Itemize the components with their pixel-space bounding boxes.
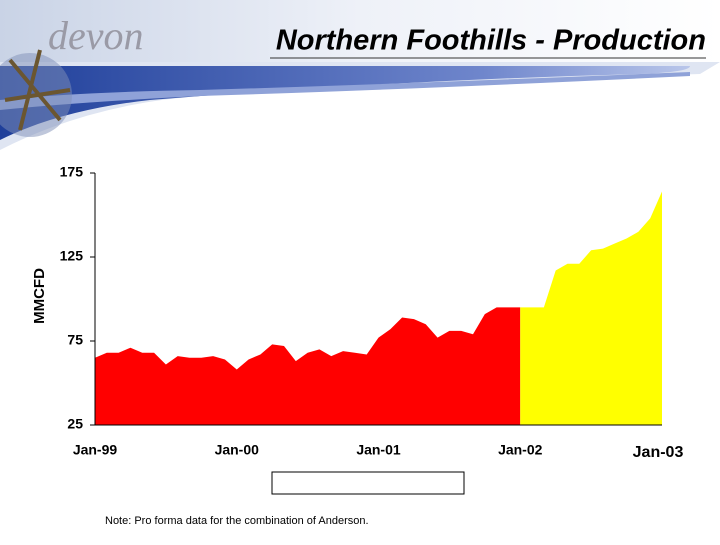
x-tick-label: Jan-99 xyxy=(73,442,118,458)
area xyxy=(95,307,521,425)
chart-title: Northern Foothills - Production xyxy=(276,25,706,57)
x-tick-label: Jan-02 xyxy=(498,442,543,458)
area xyxy=(520,191,662,425)
y-tick-label: 125 xyxy=(60,248,84,264)
legend-box xyxy=(271,471,465,495)
plot: 25 75 125 175 Jan-99 Jan-00 Jan-01 Jan-02 Jan-03… xyxy=(60,164,684,492)
y-tick-label: 175 xyxy=(60,164,84,180)
x-tick-label: Jan-00 xyxy=(215,442,260,458)
header-art: devon Northern Foothills - Production xyxy=(0,0,720,150)
note: Note: Pro forma data for the combination… xyxy=(105,515,369,527)
y-axis-label: MMCFD xyxy=(31,268,48,324)
logo: devon xyxy=(48,13,144,58)
x-tick-label: Jan-01 xyxy=(356,442,401,458)
x-tick-label: Jan-03 xyxy=(633,444,684,461)
y-tick-label: 25 xyxy=(67,416,83,432)
y-tick-label: 75 xyxy=(67,332,83,348)
